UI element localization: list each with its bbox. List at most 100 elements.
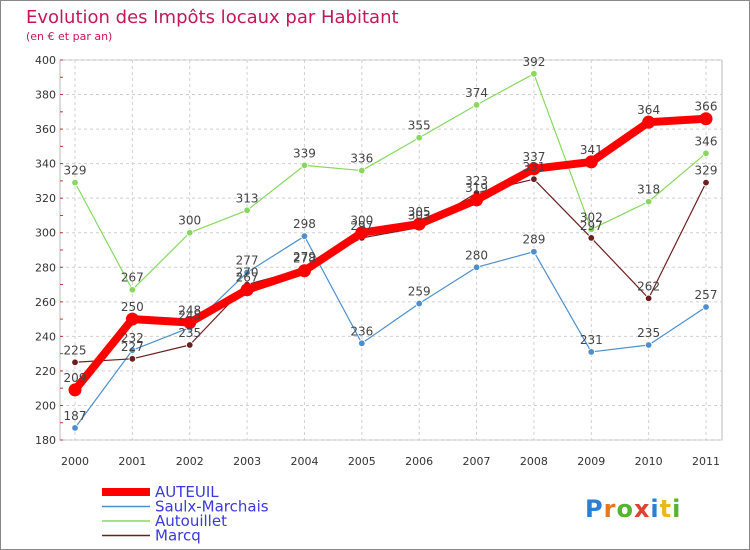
data-point (702, 178, 710, 187)
data-label: 278 (293, 252, 316, 266)
data-label: 232 (121, 331, 144, 345)
data-label: 364 (637, 103, 660, 117)
proxiti-logo-text: Proxiti (585, 495, 681, 523)
data-label: 298 (293, 217, 316, 231)
y-tick-label: 320 (35, 192, 56, 205)
x-tick-label: 2009 (577, 455, 605, 468)
y-tick-label: 240 (35, 330, 56, 343)
plot-area (59, 59, 723, 441)
data-point (300, 232, 309, 240)
y-tick-label: 220 (35, 365, 56, 378)
x-tick-label: 2008 (520, 455, 548, 468)
data-label: 366 (695, 100, 718, 114)
data-point (470, 193, 484, 207)
y-tick-label: 300 (35, 227, 56, 240)
series-line-marcq (74, 178, 707, 363)
data-label: 319 (465, 181, 488, 195)
y-tick-label: 280 (35, 261, 56, 274)
x-tick-label: 2002 (176, 455, 204, 468)
data-label: 331 (522, 160, 545, 174)
data-point (300, 161, 309, 170)
data-point (702, 149, 710, 157)
legend-label: Marcq (155, 527, 201, 545)
data-point (243, 206, 251, 214)
data-point (358, 339, 366, 347)
data-label: 209 (64, 371, 87, 385)
y-tick-label: 400 (35, 54, 56, 67)
data-label: 297 (350, 219, 373, 233)
data-label: 187 (64, 409, 87, 423)
data-label: 262 (637, 279, 660, 293)
data-label: 257 (695, 288, 718, 302)
data-point (183, 316, 197, 330)
data-label: 374 (465, 86, 488, 100)
data-point (71, 358, 79, 366)
legend-label: Saulx-Marchais (155, 498, 269, 516)
data-label: 355 (408, 119, 431, 133)
data-label: 300 (178, 214, 201, 228)
data-point (530, 175, 538, 183)
data-label: 302 (580, 210, 603, 224)
data-point (702, 303, 710, 311)
data-label: 329 (64, 164, 87, 178)
data-label: 277 (236, 253, 259, 267)
chart-subtitle: (en € et par an) (26, 30, 112, 43)
data-label: 227 (121, 340, 144, 354)
data-point (644, 294, 653, 303)
plot-background (59, 59, 723, 441)
data-label: 305 (408, 205, 431, 219)
data-point (642, 115, 656, 129)
axes: 180 200 220 240 260 280 300 320 340 360 380 400 2000… (35, 54, 720, 468)
data-label: 267 (236, 271, 259, 285)
data-point (587, 234, 595, 242)
x-tick-label: 2006 (405, 455, 433, 468)
x-tick-label: 2007 (463, 455, 491, 468)
data-label: 346 (695, 134, 718, 148)
y-tick-label: 200 (35, 399, 56, 412)
data-label: 339 (293, 146, 316, 160)
proxiti-logo: Proxiti (585, 495, 681, 523)
data-label: 235 (637, 326, 660, 340)
x-tick-label: 2011 (692, 455, 720, 468)
data-point (71, 178, 79, 187)
x-tick-label: 2000 (61, 455, 89, 468)
x-tick-label: 2004 (290, 455, 318, 468)
data-label: 225 (64, 343, 87, 357)
x-tick-label: 2001 (118, 455, 146, 468)
data-point (472, 263, 481, 271)
data-label: 259 (408, 285, 431, 299)
data-point (644, 197, 653, 206)
data-point (527, 162, 541, 176)
x-tick-label: 2010 (635, 455, 663, 468)
x-tick-label: 2005 (348, 455, 376, 468)
y-tick-label: 260 (35, 296, 56, 309)
data-label: 279 (293, 250, 316, 264)
data-point (587, 225, 595, 233)
series-lines (68, 70, 713, 432)
data-label: 337 (522, 150, 545, 164)
data-point (587, 348, 595, 356)
data-point (297, 264, 311, 278)
series-line-auteuil (71, 114, 707, 393)
data-label: 303 (408, 209, 431, 223)
data-point (530, 70, 538, 78)
series-line-saulx-marchais (74, 235, 707, 429)
data-label: 280 (465, 248, 488, 262)
data-point (128, 286, 137, 294)
data-point (240, 283, 254, 297)
data-point (186, 341, 194, 349)
data-label: 313 (236, 191, 259, 205)
legend-label: Autouillet (155, 512, 227, 530)
data-point (358, 166, 366, 175)
y-tick-label: 380 (35, 89, 56, 102)
chart-title: Evolution des Impôts locaux par Habitant (26, 7, 399, 28)
data-point (128, 355, 137, 363)
data-point (699, 112, 713, 126)
data-point (415, 134, 423, 142)
x-tick-label: 2003 (233, 455, 261, 468)
y-tick-label: 180 (35, 434, 56, 447)
data-point (355, 226, 369, 240)
